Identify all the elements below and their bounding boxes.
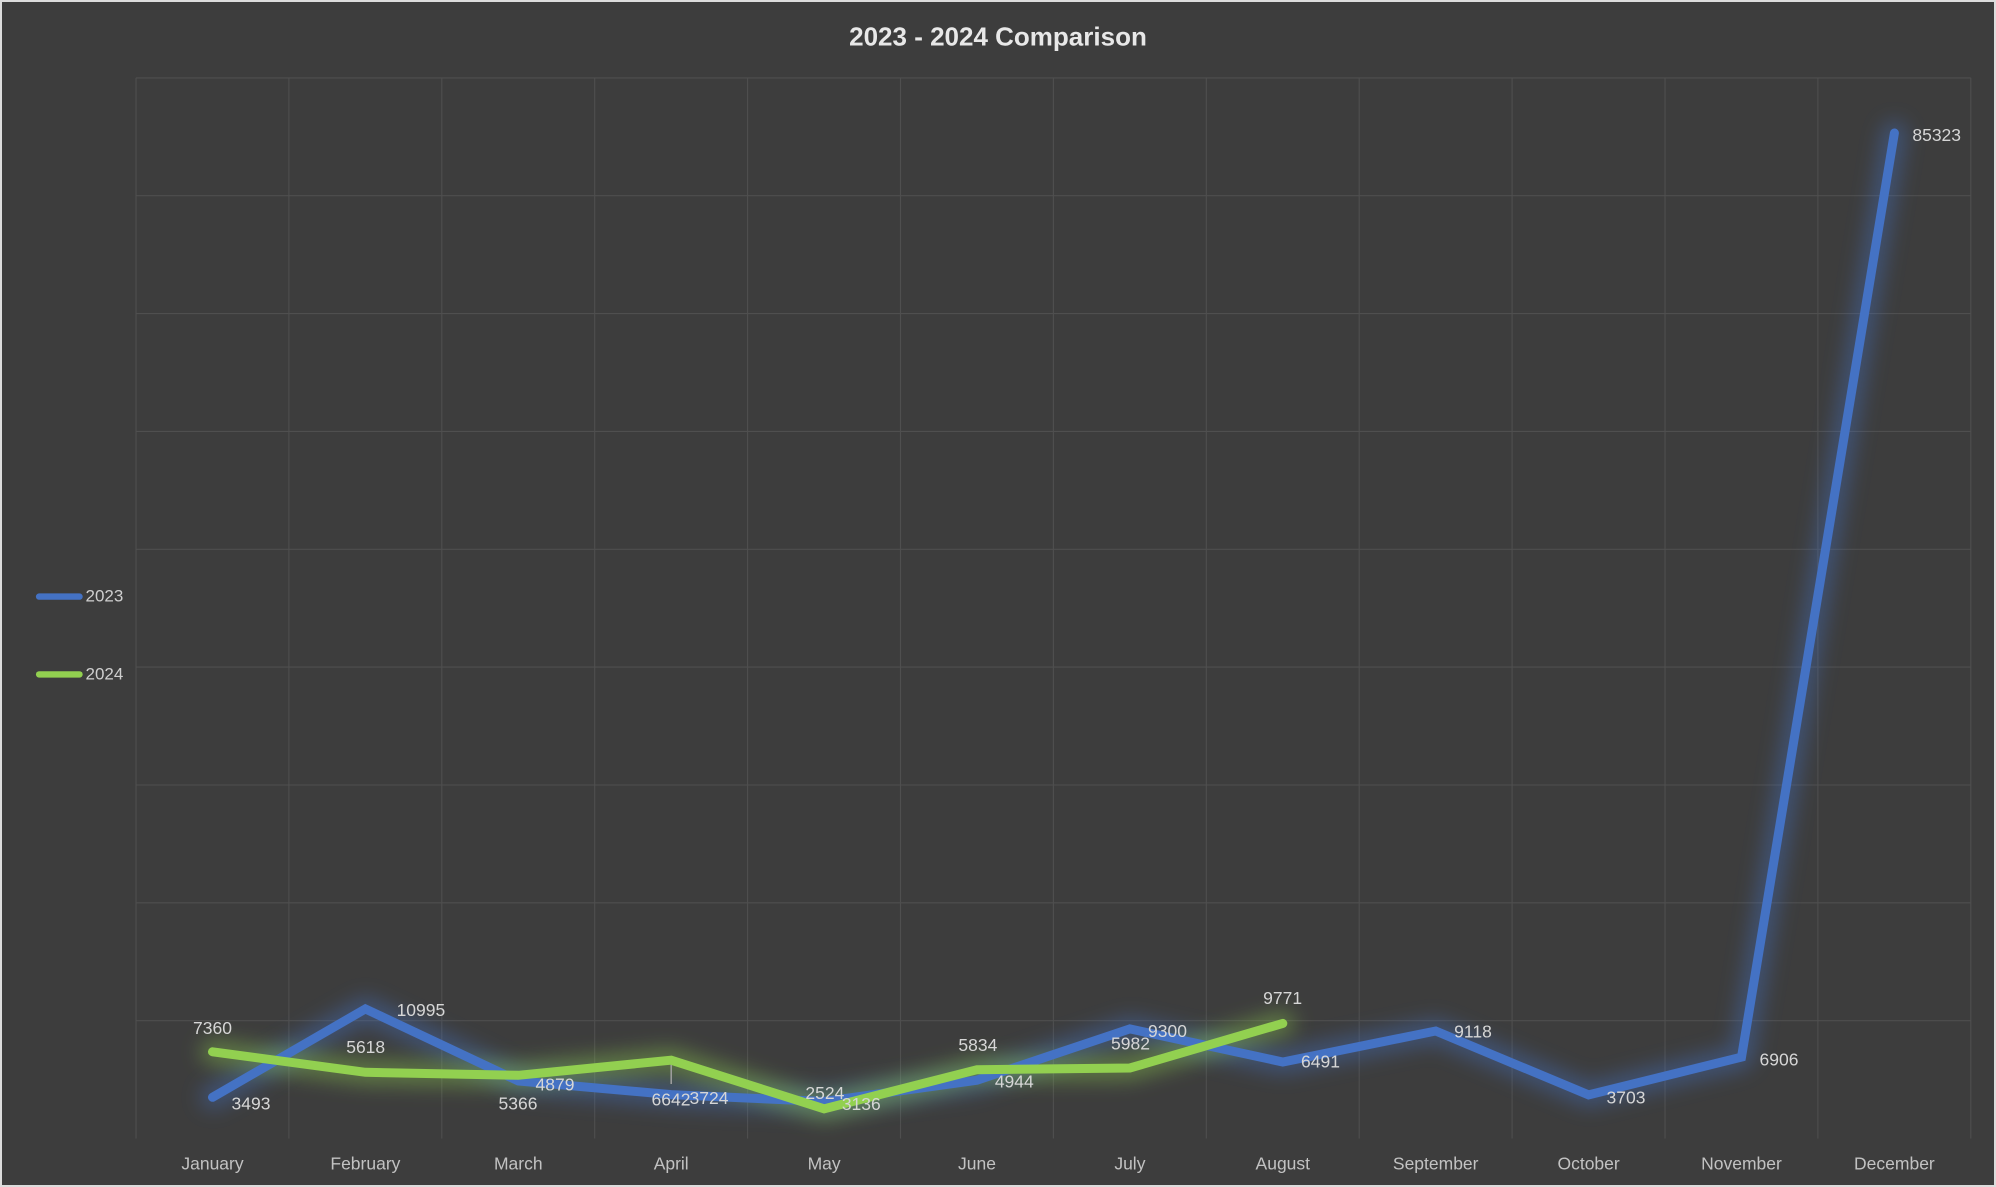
svg-text:6642: 6642 (652, 1090, 691, 1110)
svg-text:February: February (330, 1154, 400, 1174)
svg-text:March: March (494, 1154, 543, 1174)
svg-text:June: June (958, 1154, 996, 1174)
svg-text:5366: 5366 (499, 1093, 538, 1113)
svg-text:85323: 85323 (1912, 125, 1961, 145)
svg-text:3703: 3703 (1607, 1087, 1646, 1107)
svg-text:July: July (1114, 1154, 1145, 1174)
svg-text:7360: 7360 (193, 1018, 232, 1038)
svg-text:6906: 6906 (1760, 1050, 1799, 1070)
svg-text:9771: 9771 (1263, 988, 1302, 1008)
svg-text:9118: 9118 (1454, 1022, 1492, 1042)
svg-text:August: August (1256, 1154, 1311, 1174)
svg-text:January: January (181, 1154, 244, 1174)
svg-text:5618: 5618 (346, 1037, 385, 1057)
svg-text:April: April (654, 1154, 689, 1174)
svg-text:5982: 5982 (1111, 1034, 1150, 1054)
svg-text:4944: 4944 (995, 1072, 1034, 1092)
svg-text:9300: 9300 (1148, 1021, 1187, 1041)
svg-text:5834: 5834 (958, 1035, 997, 1055)
svg-text:2524: 2524 (805, 1083, 844, 1103)
svg-text:2023 - 2024 Comparison: 2023 - 2024 Comparison (849, 21, 1147, 51)
svg-text:10995: 10995 (397, 1000, 446, 1020)
svg-text:September: September (1393, 1154, 1479, 1174)
svg-text:6491: 6491 (1301, 1052, 1340, 1072)
svg-text:4879: 4879 (536, 1074, 575, 1094)
svg-text:3724: 3724 (690, 1088, 729, 1108)
svg-text:3136: 3136 (842, 1094, 881, 1114)
svg-text:December: December (1854, 1154, 1935, 1174)
svg-text:3493: 3493 (232, 1093, 271, 1113)
svg-text:May: May (808, 1154, 841, 1174)
svg-text:October: October (1557, 1154, 1619, 1174)
svg-text:2024: 2024 (86, 665, 124, 684)
svg-text:2023: 2023 (86, 587, 124, 606)
svg-text:November: November (1701, 1154, 1782, 1174)
